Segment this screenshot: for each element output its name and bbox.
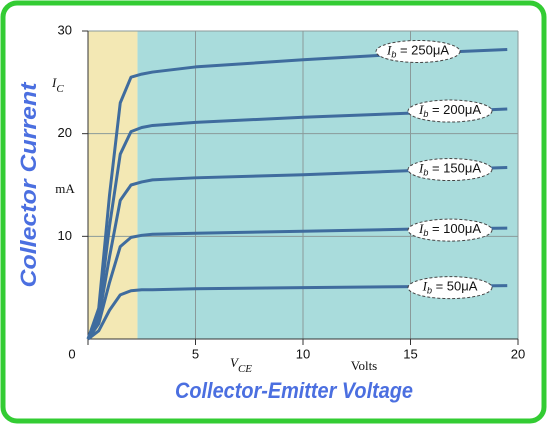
x-axis-title: Collector-Emitter Voltage bbox=[175, 378, 413, 403]
y-symbol: IC bbox=[51, 75, 64, 95]
y-tick-label: 20 bbox=[58, 125, 72, 140]
y-unit: mA bbox=[55, 181, 75, 196]
legend-box bbox=[407, 276, 493, 300]
x-symbol: VCE bbox=[230, 355, 252, 375]
legend-label: Ib = 250μA bbox=[386, 42, 449, 59]
x-tick-label: 10 bbox=[296, 346, 310, 361]
curve bbox=[86, 107, 508, 340]
legend-box bbox=[407, 158, 493, 182]
legend-box bbox=[407, 218, 493, 242]
y-tick-label: 30 bbox=[58, 22, 72, 37]
legend-label: Ib = 100μA bbox=[418, 221, 481, 238]
legend-label: Ib = 150μA bbox=[418, 161, 481, 178]
x-tick-label: 15 bbox=[403, 346, 417, 361]
x-tick-label: 20 bbox=[511, 346, 525, 361]
curve bbox=[86, 226, 508, 340]
legend-box bbox=[375, 39, 461, 63]
legend-label: Ib = 200μA bbox=[418, 102, 481, 119]
y-tick-label: 10 bbox=[58, 228, 72, 243]
legend-label: Ib = 50μA bbox=[422, 279, 478, 296]
y-axis-title: Collector Current bbox=[16, 81, 41, 288]
x-unit: Volts bbox=[351, 358, 378, 373]
curve bbox=[86, 166, 508, 340]
curve bbox=[87, 284, 508, 341]
curve bbox=[86, 47, 508, 340]
x-tick-label: 0 bbox=[68, 346, 75, 361]
x-tick-label: 5 bbox=[192, 346, 199, 361]
legend-box bbox=[407, 99, 493, 123]
